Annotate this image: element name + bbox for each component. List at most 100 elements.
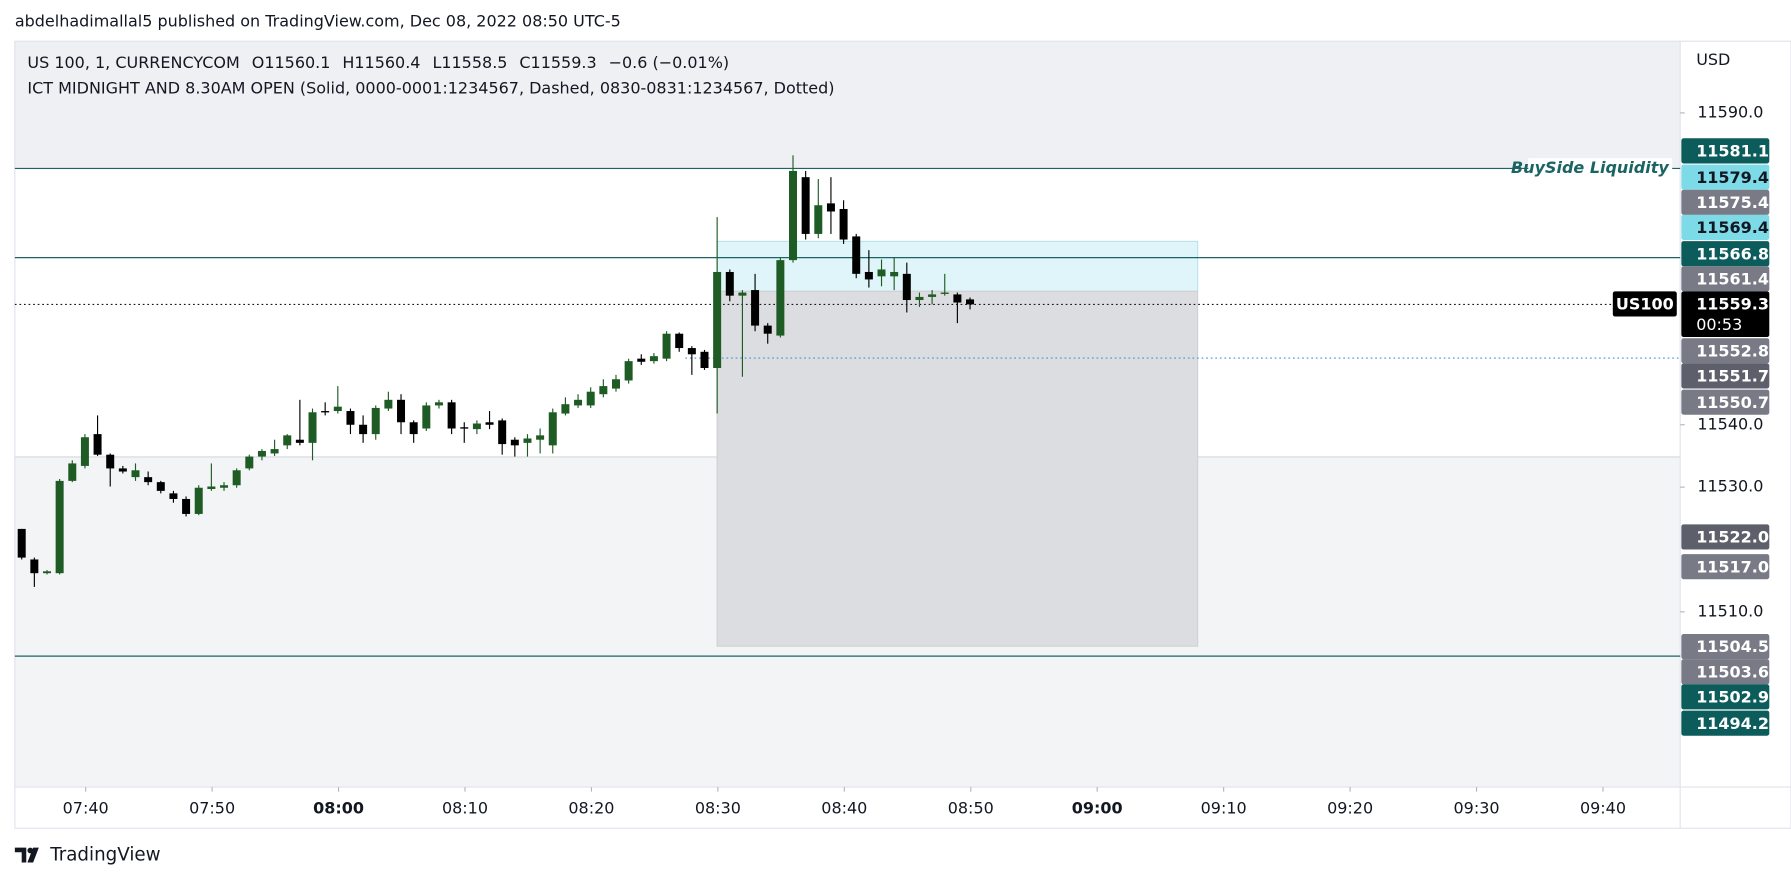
price-label: 11494.2 [1696,714,1769,733]
price-label-bg [1681,659,1770,685]
candle-body [245,456,254,469]
candle-body [283,435,292,446]
price-label: 11579.4 [1696,168,1769,187]
y-tick-label: 11540.0 [1697,414,1763,433]
currency: USD [1696,50,1730,69]
price-label-bg [1681,684,1770,710]
candle-body [561,404,570,414]
candle-body [93,434,102,455]
ohlc-low: L11558.5 [432,52,507,71]
candle-body [687,348,696,355]
current-tag-bg [1612,291,1677,317]
x-tick-label: 08:20 [568,798,614,817]
price-label: 11561.4 [1696,269,1769,288]
y-tick-label: 11590.0 [1697,102,1763,121]
candle-body [548,412,557,446]
candle-body [940,292,949,294]
price-label-bg [1681,138,1770,164]
candle-body [928,294,937,297]
candle-body [915,296,924,301]
price-label: 11552.8 [1696,341,1769,360]
zone-box [716,290,1199,647]
price-label: 11550.7 [1696,393,1769,412]
candle-body [270,449,279,454]
price-label-bg [1681,291,1770,338]
ohlc-close: C11559.3 [519,52,596,71]
price-label-bg [1681,241,1770,267]
price-label: 11569.4 [1696,218,1769,237]
candle-body [776,260,785,336]
candle-body [498,420,507,445]
price-label: 11504.5 [1696,637,1769,656]
candle-body [751,290,760,326]
frame [14,40,1791,829]
price-label: 11502.9 [1696,687,1769,706]
candle-body [295,439,304,443]
candle-body [536,435,545,440]
candle-body [359,424,368,435]
price-label: 11551.7 [1696,367,1769,386]
candle-body [169,493,178,499]
price-label-bg [1681,524,1770,550]
candle-body [852,236,861,274]
candle-body [409,422,418,435]
tv-logo [14,847,39,863]
price-label: 11522.0 [1696,528,1769,547]
ohlc-open: O11560.1 [252,52,331,71]
x-tick-label: 09:30 [1454,798,1500,817]
candle-body [308,412,317,443]
candle-body [902,273,911,301]
x-tick-label: 09:20 [1327,798,1373,817]
x-tick-label: 08:30 [695,798,741,817]
candle-body [460,427,469,429]
x-tick-label: 08:00 [313,798,364,817]
x-tick-label: 09:00 [1072,798,1123,817]
candle-body [68,463,77,481]
candle-body [207,486,216,489]
candle-body [434,402,443,406]
candle-body [144,477,153,483]
x-tick-label: 08:10 [442,798,488,817]
x-tick-label: 08:50 [948,798,994,817]
candle-body [662,333,671,359]
current-tag: US100 [1616,295,1674,314]
candle-body [472,423,481,430]
candle-body [510,439,519,446]
candle-body [738,292,747,296]
candle-body [17,528,26,558]
candle-body [220,485,229,488]
price-label-bg [1681,634,1770,660]
candle-body [611,379,620,389]
candle-body [814,205,823,234]
candle-body [333,406,342,412]
candle-body [599,386,608,395]
price-label: 11575.4 [1696,193,1769,212]
candle-body [485,422,494,425]
candle-body [321,411,330,413]
candle-body [826,203,835,212]
price-label-bg [1681,266,1770,292]
ohlc-high: H11560.4 [342,52,420,71]
candle-body [877,269,886,277]
price-label: 11559.3 [1696,295,1769,314]
price-label-bg [1681,554,1770,580]
candle-body [586,391,595,406]
price-label-bg [1681,338,1770,364]
candle-body [789,170,798,261]
level-label: BuySide Liquidity [1511,158,1669,177]
candle-body [156,482,165,491]
candle-body [55,480,64,574]
price-label-bg [1681,389,1770,415]
y-tick-label: 11530.0 [1697,477,1763,496]
x-tick-label: 09:40 [1580,798,1626,817]
price-label: 11581.1 [1696,142,1769,161]
x-tick-label: 09:10 [1201,798,1247,817]
candle-body [675,333,684,349]
candle-body [80,437,89,466]
candle-body [649,356,658,362]
candle-body [232,470,241,486]
candle-body [725,271,734,296]
price-label: 11566.8 [1696,244,1769,263]
